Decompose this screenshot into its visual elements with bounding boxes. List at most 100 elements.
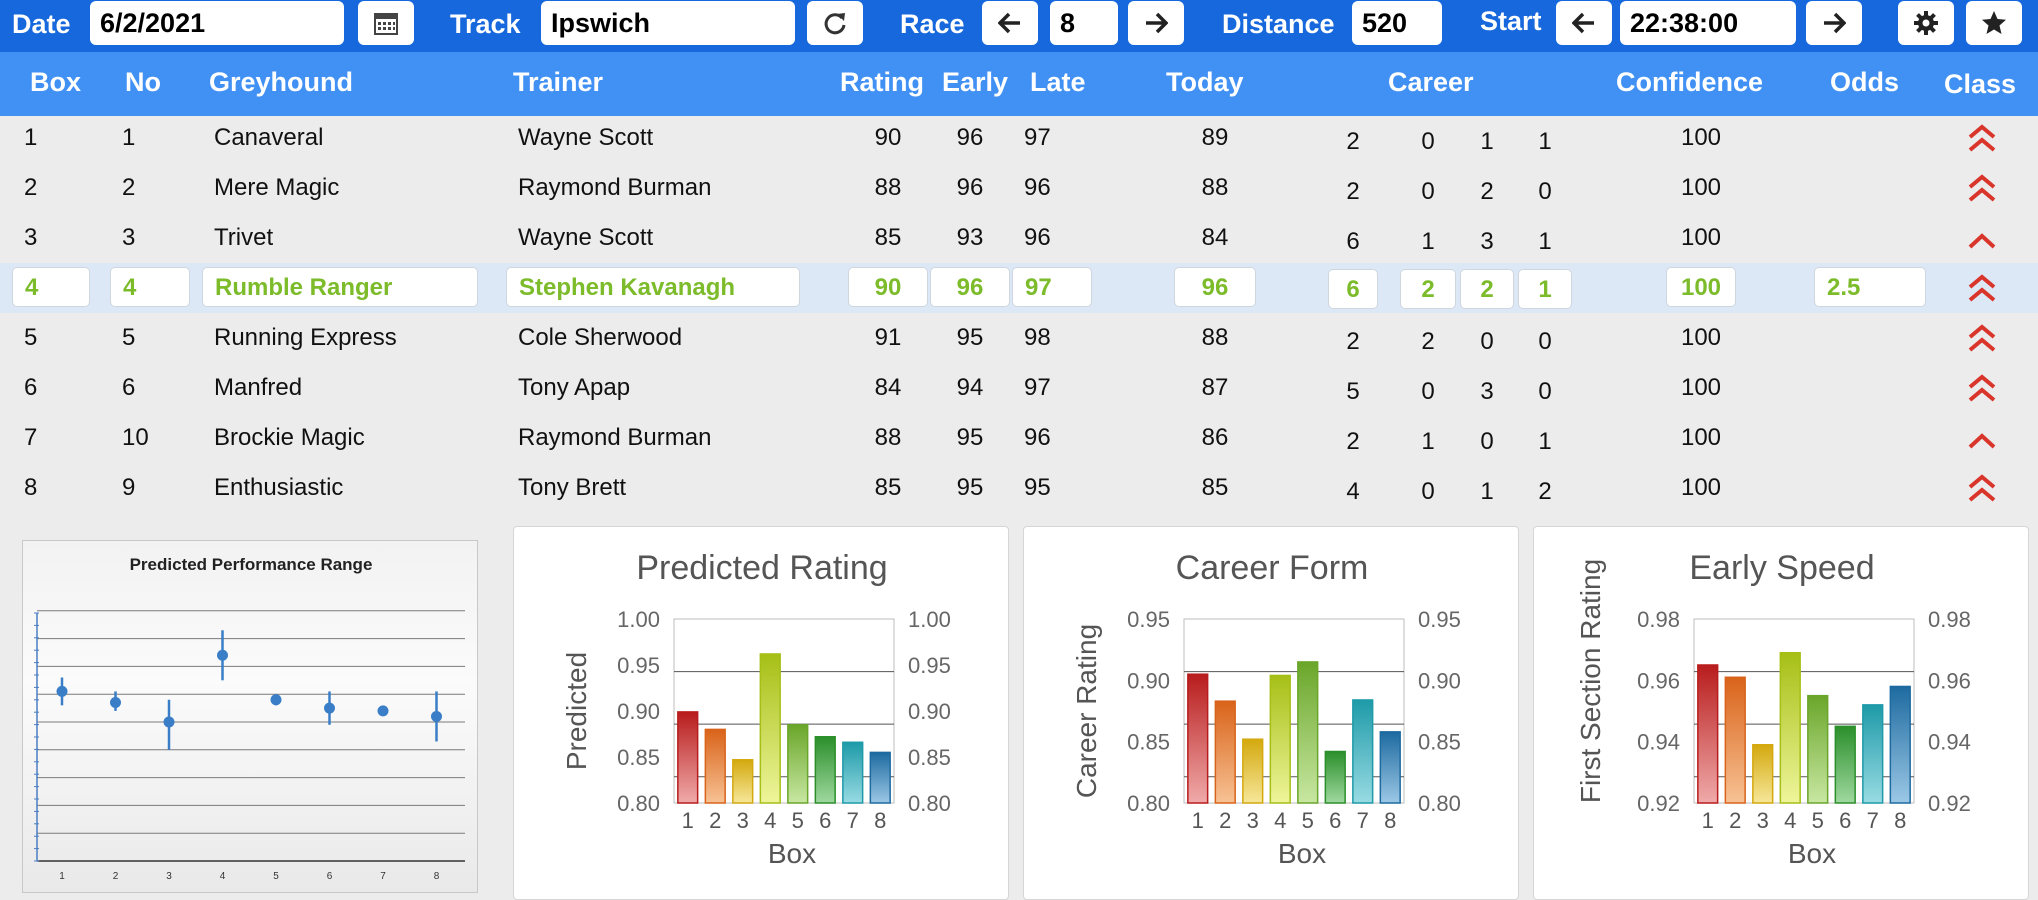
cell-box: 1	[24, 124, 38, 151]
cell-trainer: Raymond Burman	[518, 424, 712, 451]
bar-box-7	[1862, 704, 1884, 804]
cell-c2: 2	[1400, 269, 1456, 309]
y-tick-label: 0.90	[617, 699, 660, 724]
cell-today: 84	[1201, 224, 1229, 251]
table-row[interactable]: 3 3 Trivet Wayne Scott 85 93 96 84 6 1 3 1 100	[0, 213, 2038, 263]
cell-confidence: 100	[1680, 324, 1722, 351]
cell-c3: 0	[1480, 428, 1494, 455]
y-tick-label: 0.80	[617, 791, 660, 816]
table-row[interactable]: 5 5 Running Express Cole Sherwood 91 95 98 88 2 2…	[0, 313, 2038, 363]
refresh-button[interactable]	[807, 1, 863, 45]
cell-rating: 88	[874, 424, 902, 451]
cell-today: 86	[1201, 424, 1229, 451]
cell-late: 96	[1024, 224, 1051, 251]
cell-confidence: 100	[1680, 424, 1722, 451]
y-tick-label: 0.98	[1637, 607, 1680, 632]
distance-label: Distance	[1222, 9, 1335, 39]
table-row[interactable]: 2 2 Mere Magic Raymond Burman 88 96 96 88 2 0 2 0 10…	[0, 163, 2038, 213]
x-axis-label: Box	[1788, 838, 1836, 869]
col-no[interactable]: No	[125, 67, 161, 97]
cell-c2: 1	[1421, 428, 1435, 455]
table-row[interactable]: 8 9 Enthusiastic Tony Brett 85 95 95 85 4 0 1 2 100	[0, 463, 2038, 513]
cell-no: 10	[122, 424, 149, 451]
career-form-chart: Career Form 0.80 0.80 0.85 0.85 0.90 0.90 0.95 0…	[1071, 549, 1461, 869]
bar-box-2	[1724, 676, 1746, 804]
range-point	[431, 710, 442, 722]
col-confidence[interactable]: Confidence	[1616, 67, 1764, 97]
table-row[interactable]: 4 4 Rumble Ranger Stephen Kavanagh 90 96 97 96 6…	[0, 263, 2038, 313]
chevron-up-icon	[1968, 233, 1996, 249]
col-odds[interactable]: Odds	[1830, 67, 1900, 97]
cell-greyhound: Canaveral	[214, 124, 324, 151]
cell-rating: 88	[874, 174, 902, 201]
y-tick-label-right: 0.96	[1928, 668, 1971, 693]
x-tick-label: 6	[327, 871, 333, 882]
cell-greyhound: Mere Magic	[214, 174, 340, 201]
col-today[interactable]: Today	[1166, 67, 1244, 97]
cell-odds	[1814, 363, 1926, 413]
col-trainer[interactable]: Trainer	[513, 67, 604, 97]
table-row[interactable]: 7 10 Brockie Magic Raymond Burman 88 95 96 86 2 1…	[0, 413, 2038, 463]
cell-no: 6	[122, 374, 136, 401]
cell-odds	[1814, 213, 1926, 263]
table-row[interactable]: 1 1 Canaveral Wayne Scott 90 96 97 89 2 0 1 1 100	[0, 113, 2038, 163]
cell-c2: 0	[1421, 178, 1435, 205]
x-tick-label: 8	[434, 871, 440, 882]
cell-today: 89	[1201, 124, 1229, 151]
race-prev-button[interactable]	[982, 1, 1038, 45]
favorite-button[interactable]	[1966, 1, 2022, 45]
y-axis-label: First Section Rating	[1575, 559, 1606, 803]
refresh-icon	[824, 13, 846, 35]
col-late[interactable]: Late	[1030, 67, 1086, 97]
col-rating[interactable]: Rating	[840, 67, 924, 97]
y-tick-label-right: 0.95	[908, 653, 951, 678]
track-input[interactable]: Ipswich	[541, 1, 795, 45]
cell-c3: 3	[1480, 378, 1494, 405]
x-tick-label: 1	[1192, 808, 1204, 833]
cell-confidence: 100	[1680, 124, 1722, 151]
bar-box-4	[1779, 651, 1801, 804]
cell-box: 4	[12, 267, 90, 307]
settings-button[interactable]	[1898, 1, 1954, 45]
start-prev-button[interactable]	[1556, 1, 1612, 45]
double-chevron-up-icon	[1968, 374, 1996, 402]
col-early[interactable]: Early	[942, 67, 1009, 97]
x-tick-label: 3	[1757, 808, 1769, 833]
start-next-button[interactable]	[1806, 1, 1862, 45]
y-tick-label-right: 0.80	[908, 791, 951, 816]
table-row[interactable]: 6 6 Manfred Tony Apap 84 94 97 87 5 0 3 0 100	[0, 363, 2038, 413]
bar-box-4	[1269, 674, 1291, 804]
col-class[interactable]: Class	[1944, 69, 2017, 99]
cell-today: 96	[1174, 267, 1256, 307]
cell-c4: 1	[1538, 428, 1552, 455]
distance-input[interactable]: 520	[1352, 1, 1442, 45]
bar-box-2	[704, 728, 726, 804]
start-time-input[interactable]: 22:38:00	[1620, 1, 1796, 45]
bar-box-3	[1242, 738, 1264, 804]
cell-late: 97	[1012, 267, 1092, 307]
race-next-button[interactable]	[1128, 1, 1184, 45]
cell-c1: 2	[1346, 178, 1360, 205]
cell-c4: 1	[1538, 228, 1552, 255]
bar-box-4	[759, 653, 781, 804]
cell-greyhound: Manfred	[214, 374, 303, 401]
toolbar: Date 6/2/2021 Track Ipswich Race 8 Dista…	[0, 0, 2038, 52]
cell-confidence: 100	[1680, 374, 1722, 401]
x-axis-label: Box	[768, 838, 816, 869]
race-input[interactable]: 8	[1050, 1, 1118, 45]
calendar-icon	[374, 13, 398, 35]
date-input[interactable]: 6/2/2021	[90, 1, 344, 45]
cell-late: 96	[1024, 424, 1051, 451]
y-axis-label: Predicted	[561, 652, 592, 770]
chart-title: Early Speed	[1689, 549, 1874, 587]
y-tick-label-right: 0.85	[1418, 730, 1461, 755]
calendar-button[interactable]	[358, 1, 414, 45]
cell-c3: 3	[1480, 228, 1494, 255]
col-greyhound[interactable]: Greyhound	[209, 67, 354, 97]
cell-c3: 1	[1480, 128, 1494, 155]
col-box[interactable]: Box	[30, 67, 82, 97]
col-career[interactable]: Career	[1388, 67, 1474, 97]
plot-area	[1183, 618, 1405, 804]
early-speed-panel: Early Speed 0.92 0.92 0.94 0.94 0.96 0.96 0.98 0…	[1533, 526, 2029, 900]
cell-late: 98	[1024, 324, 1051, 351]
